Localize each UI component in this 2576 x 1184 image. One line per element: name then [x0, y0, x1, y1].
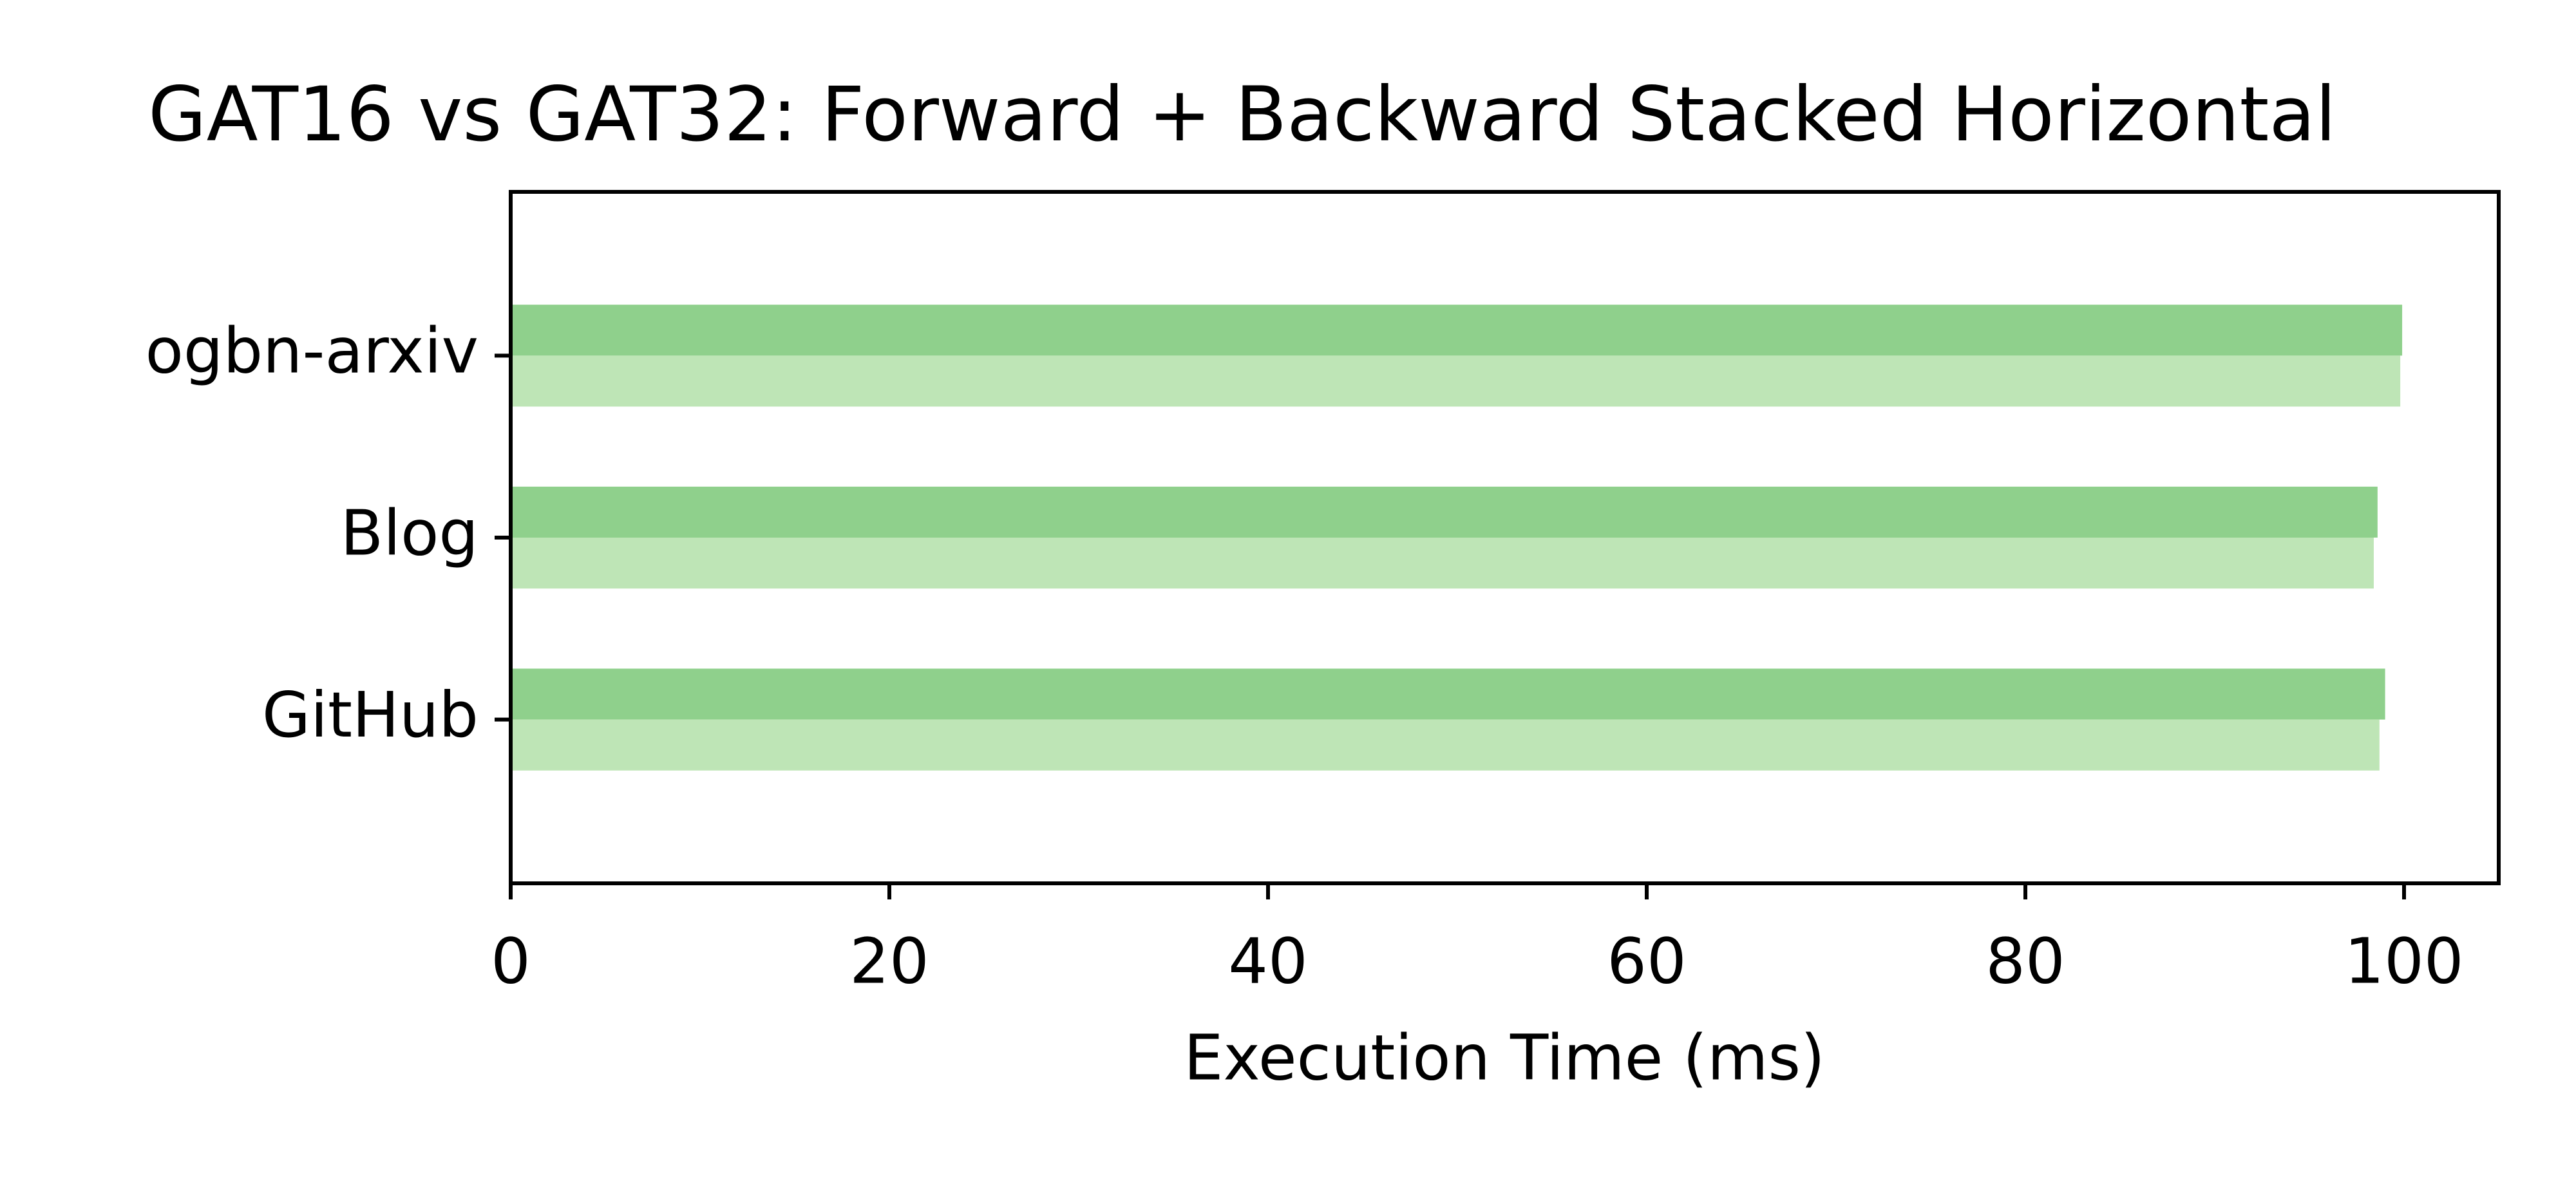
x-tick-label: 60 — [1607, 925, 1686, 997]
bar — [511, 719, 2380, 771]
x-tick-label: 80 — [1985, 925, 2065, 997]
bar — [511, 668, 2385, 720]
x-tick-label: 100 — [2344, 925, 2463, 997]
x-axis-label: Execution Time (ms) — [1184, 1021, 1825, 1094]
bar — [511, 538, 2374, 589]
bar — [511, 355, 2401, 407]
chart-title: GAT16 vs GAT32: Forward + Backward Stack… — [148, 70, 2336, 158]
x-tick-label: 0 — [491, 925, 531, 997]
y-tick-label: ogbn-arxiv — [146, 315, 478, 388]
x-tick-label: 20 — [849, 925, 929, 997]
x-tick-label: 40 — [1228, 925, 1307, 997]
bar — [511, 486, 2378, 538]
bar — [511, 305, 2403, 356]
y-tick-label: GitHub — [262, 679, 478, 751]
y-tick-label: Blog — [341, 496, 478, 569]
